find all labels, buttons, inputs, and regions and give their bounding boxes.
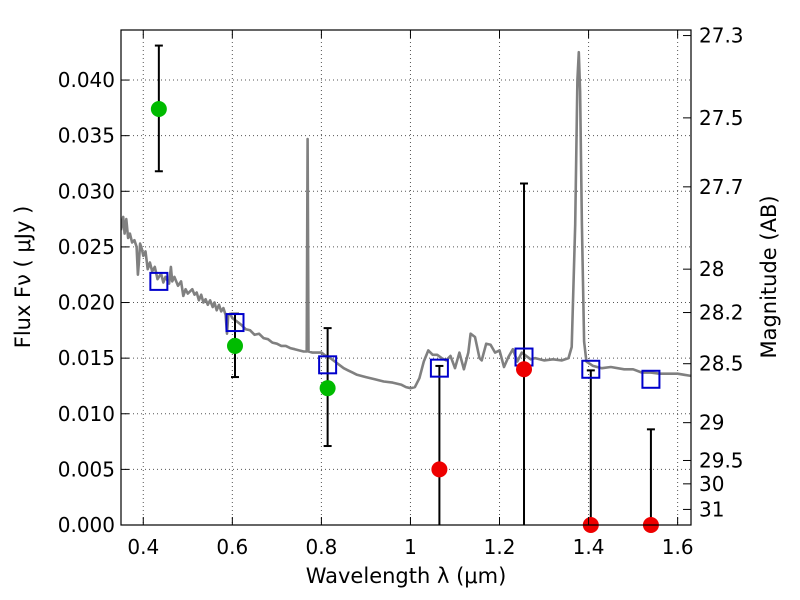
x-axis-title: Wavelength λ (μm) (306, 564, 507, 588)
grid-layer (121, 30, 691, 526)
y-tick-label: 0.005 (58, 457, 115, 481)
model-point-marker (318, 355, 338, 375)
y-tick-label: 0.020 (58, 291, 115, 315)
upper-limit-marker (431, 461, 448, 478)
y-tick-label: 0.040 (58, 68, 115, 92)
y-tick-label: 0.000 (58, 513, 115, 537)
x-tick-label: 0.6 (216, 535, 248, 559)
y2-tick-label: 27.3 (699, 24, 744, 48)
detection-marker (227, 337, 243, 354)
y-tick-label: 0.025 (58, 235, 115, 259)
upper-limit-marker (516, 361, 533, 378)
x-tick-label: 1.2 (484, 535, 516, 559)
y2-tick-label: 27.7 (699, 175, 744, 199)
y2-axis-title: Magnitude (AB) (757, 195, 781, 358)
x-tick-label: 0.4 (127, 535, 159, 559)
y2-tick-label: 31 (699, 497, 724, 521)
y-axis-title: Flux Fν ( μJy ) (11, 206, 35, 349)
model-point-marker (149, 271, 169, 291)
plot-layer (121, 44, 691, 533)
x-tick-label: 1.6 (662, 535, 694, 559)
tick-layer: 0.4 0.6 0.8 1 1.2 1.4 1.6 0.000 0.005 0.010 0.015 0… (58, 24, 744, 559)
y2-tick-label: 28.2 (699, 301, 744, 325)
y2-tick-label: 28 (699, 257, 724, 281)
x-tick-label: 1.4 (573, 535, 605, 559)
plot-frame (120, 29, 692, 526)
detection-marker (150, 100, 167, 117)
model-point-marker (581, 359, 601, 379)
y-tick-label: 0.010 (58, 402, 115, 426)
spectrum-line (121, 50, 691, 390)
y2-tick-label: 28.5 (699, 352, 744, 376)
y-tick-label: 0.035 (58, 124, 115, 148)
y2-tick-label: 27.5 (699, 106, 744, 130)
x-tick-label: 1 (404, 535, 417, 559)
y2-tick-label: 29 (699, 411, 724, 435)
y-tick-label: 0.030 (58, 179, 115, 203)
y-tick-label: 0.015 (58, 346, 115, 370)
model-point-marker (641, 369, 661, 389)
y2-tick-label: 30 (699, 472, 724, 496)
plot-inner (121, 50, 691, 390)
x-tick-label: 0.8 (305, 535, 337, 559)
detection-marker (319, 380, 336, 397)
model-point-marker (225, 313, 245, 333)
model-point-marker (429, 358, 449, 378)
y2-tick-label: 29.5 (699, 448, 744, 472)
